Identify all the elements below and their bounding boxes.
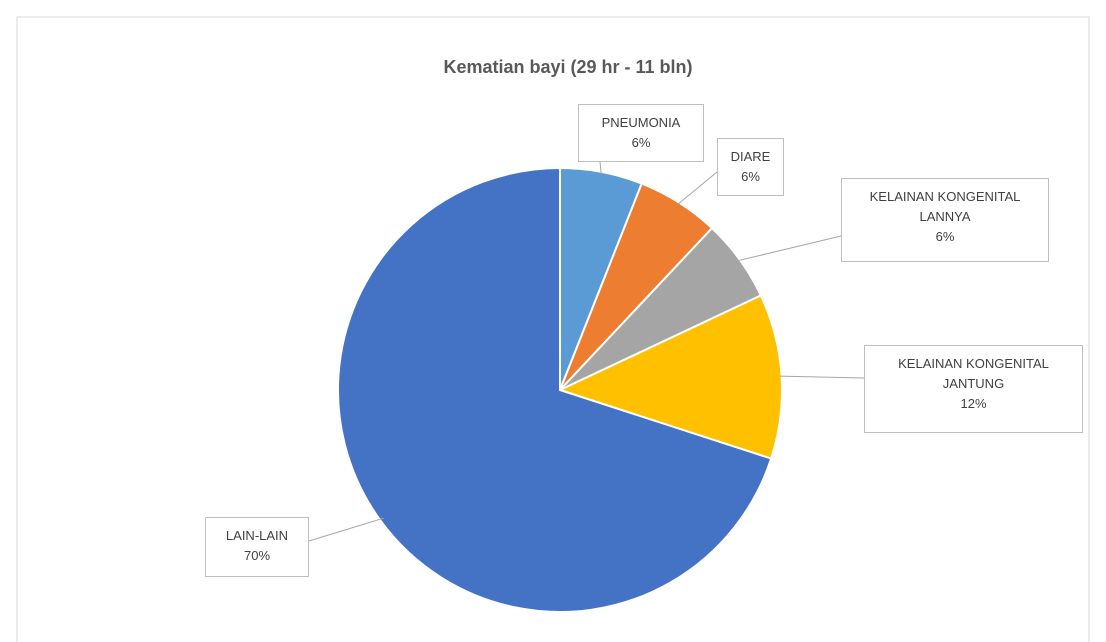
leader-line <box>677 171 718 205</box>
label-value: 6% <box>631 135 651 150</box>
label-value: 6% <box>741 169 760 184</box>
label-category: KELAINAN KONGENITAL JANTUNG <box>898 356 1049 391</box>
label-category: DIARE <box>730 149 771 164</box>
label-category: PNEUMONIA <box>601 115 681 130</box>
data-label: KELAINAN KONGENITAL JANTUNG 12% <box>864 345 1083 433</box>
leader-line <box>308 517 384 542</box>
label-category: LAIN-LAIN <box>225 528 289 543</box>
label-value: 6% <box>935 229 955 244</box>
leader-line <box>737 235 842 262</box>
leader-line <box>599 161 602 174</box>
data-label: KELAINAN KONGENITAL LANNYA 6% <box>841 178 1049 262</box>
label-value: 70% <box>243 548 271 563</box>
pie-slice <box>337 166 773 613</box>
data-label: DIARE 6% <box>717 138 784 196</box>
label-value: 12% <box>960 396 987 411</box>
chart-title: Kematian bayi (29 hr - 11 bln) <box>443 57 692 77</box>
label-category: KELAINAN KONGENITAL LANNYA <box>869 189 1021 224</box>
data-label: PNEUMONIA 6% <box>578 104 704 162</box>
data-label: LAIN-LAIN 70% <box>205 517 309 577</box>
leader-line <box>779 375 865 379</box>
